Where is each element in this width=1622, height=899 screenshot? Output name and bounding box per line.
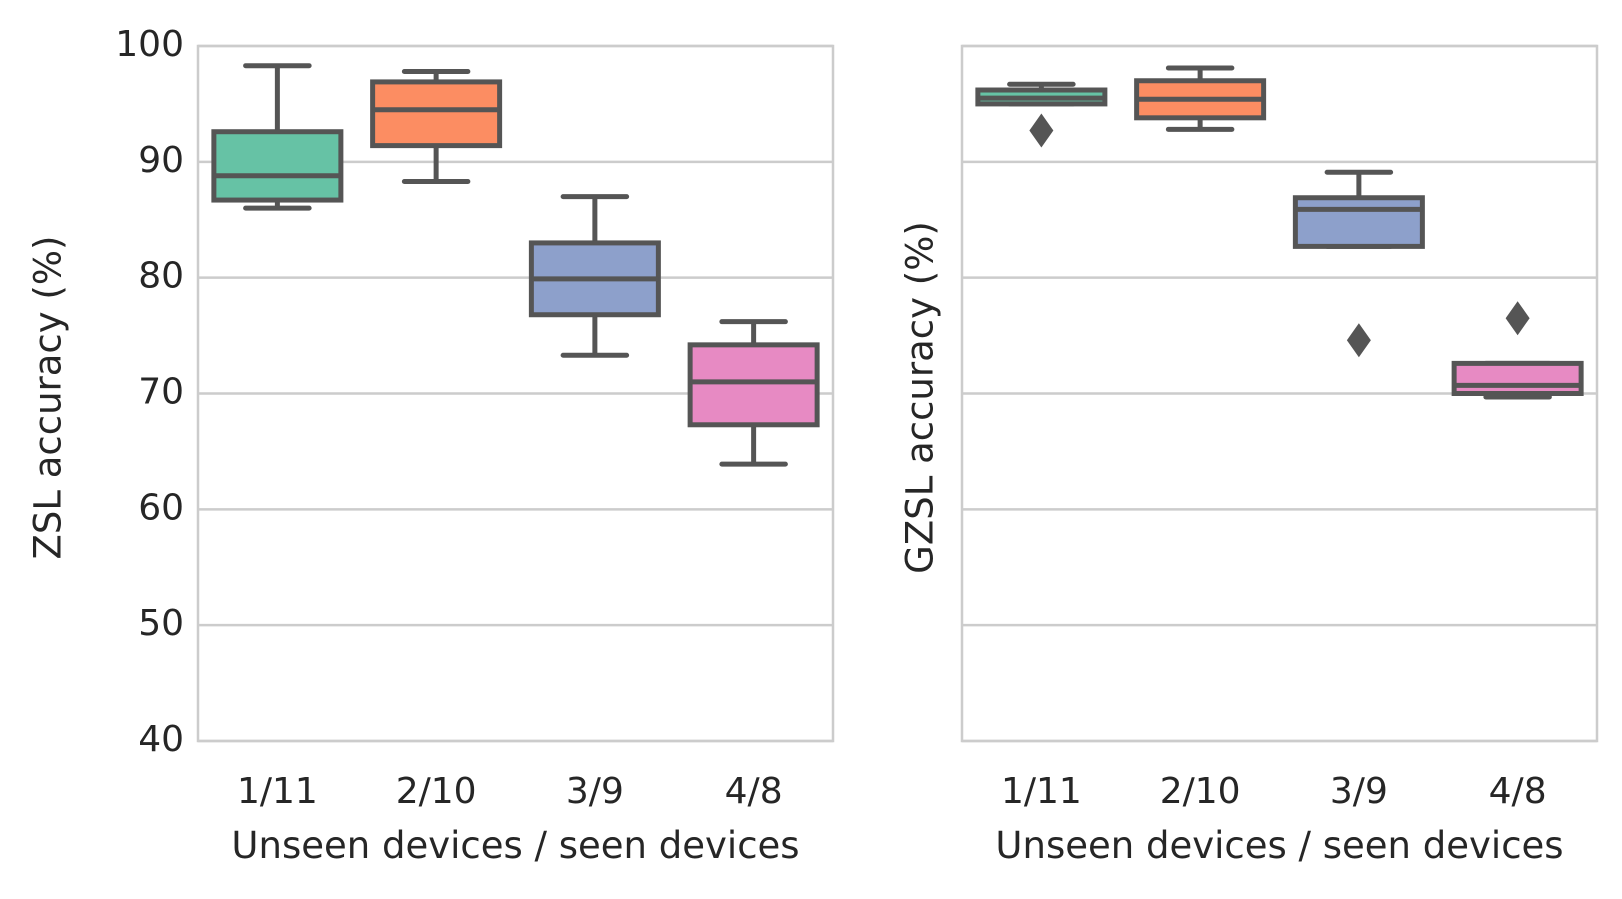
outlier-point xyxy=(1505,301,1530,336)
iqr-box xyxy=(687,342,820,428)
box-4-8 xyxy=(687,319,820,467)
outlier-point xyxy=(1346,323,1371,358)
iqr-box xyxy=(1292,195,1425,249)
x-axis-label: Unseen devices / seen devices xyxy=(995,824,1563,867)
box-3-9 xyxy=(1292,169,1425,358)
box-2-10 xyxy=(370,68,503,185)
iqr-box xyxy=(1451,360,1584,396)
box-1-11 xyxy=(211,63,344,211)
axes-frame xyxy=(196,44,835,743)
y-axis-label: GZSL accuracy (%) xyxy=(899,221,942,574)
iqr-box xyxy=(211,129,344,203)
y-tick-label: 60 xyxy=(138,487,184,528)
box-2-10 xyxy=(1134,65,1267,132)
iqr-box xyxy=(370,79,503,149)
chart-panel-2: 1/11 2/10 3/9 4/8 Unseen devices / seen devi… xyxy=(899,44,1599,867)
x-tick-label: 3/9 xyxy=(1330,771,1388,812)
axes-frame xyxy=(960,44,1599,743)
outlier-point xyxy=(1029,113,1054,148)
y-axis-label: ZSL accuracy (%) xyxy=(27,236,70,560)
x-tick-label: 3/9 xyxy=(566,771,624,812)
x-tick-label: 1/11 xyxy=(1001,771,1082,812)
y-tick-label: 40 xyxy=(138,719,184,760)
x-tick-label: 4/8 xyxy=(725,771,783,812)
box-1-11 xyxy=(975,81,1108,148)
y-tick-label: 70 xyxy=(138,372,184,413)
x-tick-label: 2/10 xyxy=(396,771,477,812)
y-tick-label: 50 xyxy=(138,603,184,644)
box-4-8 xyxy=(1451,301,1584,400)
x-tick-label: 1/11 xyxy=(237,771,318,812)
box-3-9 xyxy=(528,194,661,358)
chart-panel-1: 40 50 60 70 80 90 100 1/11 2/10 3/9 4/8 Unseen devi… xyxy=(27,24,835,867)
x-tick-label: 2/10 xyxy=(1160,771,1241,812)
x-axis-label: Unseen devices / seen devices xyxy=(231,824,799,867)
y-tick-label: 80 xyxy=(138,256,184,297)
y-tick-label: 100 xyxy=(115,24,184,65)
y-tick-label: 90 xyxy=(138,140,184,181)
x-tick-label: 4/8 xyxy=(1489,771,1547,812)
